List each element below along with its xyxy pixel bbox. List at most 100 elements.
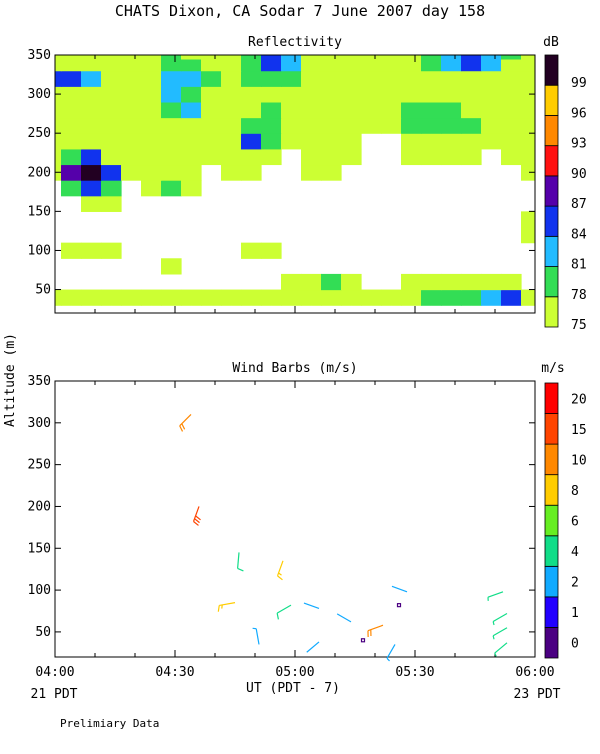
reflectivity-cell <box>121 290 142 306</box>
reflectivity-cell <box>441 149 462 165</box>
reflectivity-cell <box>501 149 522 165</box>
reflectivity-cell <box>301 149 322 165</box>
reflectivity-cell <box>181 86 202 102</box>
reflectivity-cell <box>141 102 162 118</box>
reflectivity-cell <box>81 196 102 212</box>
reflectivity-cell <box>201 133 222 149</box>
reflectivity-cell <box>241 71 262 87</box>
reflectivity-cell <box>141 59 162 71</box>
reflectivity-cell <box>401 102 422 118</box>
reflectivity-cell <box>321 149 342 165</box>
reflectivity-cell <box>341 102 362 118</box>
wind-barb-half-feather <box>387 658 390 661</box>
reflectivity-cell <box>381 102 402 118</box>
reflectivity-cell <box>281 274 302 290</box>
reflectivity-cell <box>121 118 142 134</box>
reflectivity-cell <box>221 86 242 102</box>
wind-colorbar-swatch <box>545 475 558 506</box>
wind-barb-feather <box>196 516 201 520</box>
reflectivity-cell <box>241 133 262 149</box>
reflectivity-cell <box>141 133 162 149</box>
reflectivity-cell <box>341 86 362 102</box>
reflectivity-cell <box>221 71 242 87</box>
wind-barb-feather <box>180 426 183 432</box>
reflectivity-cell <box>301 290 322 306</box>
wind-colorbar-swatch <box>545 597 558 628</box>
y-axis-label: Altitude (m) <box>3 333 18 427</box>
reflectivity-cell <box>61 180 82 196</box>
reflectivity-cell <box>61 149 82 165</box>
wind-colorbar-label: 0 <box>571 637 579 652</box>
reflectivity-cell <box>61 71 82 87</box>
wind-colorbar-label: 6 <box>571 515 579 530</box>
reflectivity-colorbar-label: 93 <box>571 137 587 152</box>
wind-y-tick-label: 100 <box>28 583 51 598</box>
reflectivity-colorbar-swatch <box>545 206 558 236</box>
reflectivity-colorbar-swatch <box>545 146 558 176</box>
wind-y-tick-label: 300 <box>28 416 51 431</box>
wind-barb-half-feather <box>493 622 494 626</box>
reflectivity-cell <box>481 290 502 306</box>
wind-barb-feather <box>195 519 200 523</box>
reflectivity-cell <box>401 133 422 149</box>
colorbar1-unit: dB <box>543 35 559 50</box>
reflectivity-cell <box>241 149 262 165</box>
reflectivity-cell <box>61 118 82 134</box>
reflectivity-cell <box>221 133 242 149</box>
reflectivity-cell <box>501 71 522 87</box>
reflectivity-cell <box>101 102 122 118</box>
reflectivity-cell <box>121 71 142 87</box>
reflectivity-y-tick-label: 350 <box>28 48 51 63</box>
reflectivity-cell <box>181 149 202 165</box>
reflectivity-cell <box>101 164 122 180</box>
reflectivity-cell <box>301 59 322 71</box>
reflectivity-cell <box>321 59 342 71</box>
reflectivity-cell <box>481 133 502 149</box>
reflectivity-cell <box>81 118 102 134</box>
reflectivity-cell <box>161 290 182 306</box>
wind-colorbar-label: 20 <box>571 392 587 407</box>
reflectivity-cell <box>501 118 522 134</box>
reflectivity-cell <box>161 71 182 87</box>
reflectivity-cell <box>521 227 542 243</box>
reflectivity-cell <box>161 149 182 165</box>
wind-barb-calm <box>398 604 401 607</box>
wind-barb-staff <box>493 628 507 636</box>
wind-barb-feather <box>277 613 278 619</box>
reflectivity-colorbar-swatch <box>545 297 558 327</box>
wind-barb <box>194 506 201 525</box>
reflectivity-cell <box>501 290 522 306</box>
reflectivity-cell <box>521 118 542 134</box>
reflectivity-cell <box>241 164 262 180</box>
reflectivity-cell <box>441 59 462 71</box>
wind-y-tick-label: 50 <box>35 625 51 640</box>
reflectivity-y-tick-label: 200 <box>28 165 51 180</box>
reflectivity-cell <box>361 86 382 102</box>
reflectivity-cell <box>181 71 202 87</box>
reflectivity-cell <box>221 290 242 306</box>
reflectivity-cell <box>101 149 122 165</box>
wind-colorbar-swatch <box>545 566 558 597</box>
reflectivity-cell <box>441 102 462 118</box>
wind-barb-staff <box>277 605 291 613</box>
wind-barb-feather <box>182 424 185 430</box>
reflectivity-colorbar-swatch <box>545 236 558 266</box>
reflectivity-cell <box>41 149 62 165</box>
reflectivity-cell <box>461 102 482 118</box>
reflectivity-cell <box>421 118 442 134</box>
wind-colorbar-label: 4 <box>571 545 579 560</box>
reflectivity-cell <box>81 86 102 102</box>
reflectivity-cell <box>101 59 122 71</box>
reflectivity-cell <box>521 149 542 165</box>
reflectivity-cell <box>141 118 162 134</box>
reflectivity-cell <box>161 59 182 71</box>
reflectivity-cell <box>121 59 142 71</box>
reflectivity-cell <box>401 290 422 306</box>
reflectivity-y-tick-label: 150 <box>28 204 51 219</box>
reflectivity-cell <box>101 71 122 87</box>
reflectivity-cell <box>481 102 502 118</box>
reflectivity-cell <box>481 274 502 290</box>
reflectivity-cell <box>141 164 162 180</box>
reflectivity-cell <box>81 71 102 87</box>
reflectivity-cell <box>181 180 202 196</box>
